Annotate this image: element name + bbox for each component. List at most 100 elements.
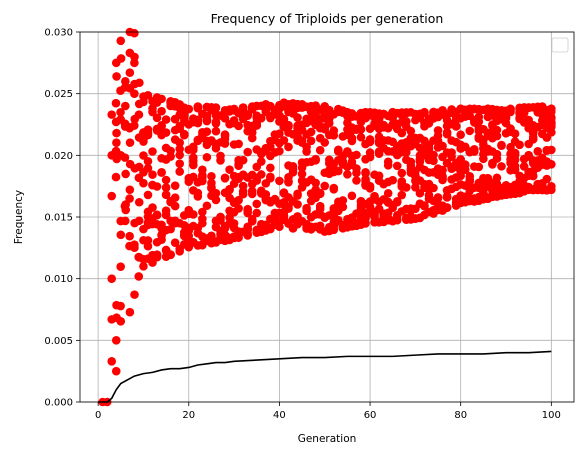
scatter-point: [189, 153, 198, 162]
scatter-point: [161, 128, 171, 137]
x-tick-label: 100: [542, 410, 561, 421]
scatter-point: [216, 212, 225, 222]
legend-box: [551, 37, 569, 53]
scatter-point: [528, 128, 538, 138]
scatter-point: [129, 121, 139, 130]
scatter-point: [347, 157, 357, 167]
scatter-point: [433, 193, 443, 203]
scatter-point: [170, 193, 180, 202]
y-tick-label: 0.005: [44, 336, 73, 347]
scatter-point: [402, 183, 411, 192]
scatter-point: [166, 250, 175, 260]
scatter-point: [497, 141, 506, 151]
scatter-point: [148, 203, 157, 212]
scatter-point: [130, 290, 139, 299]
x-tick-label: 60: [364, 410, 377, 421]
scatter-point: [284, 178, 293, 187]
scatter-point: [175, 144, 185, 154]
scatter-point: [243, 231, 252, 240]
scatter-point: [202, 127, 212, 136]
scatter-point: [542, 174, 552, 184]
y-tick-label: 0.030: [44, 28, 73, 39]
scatter-point: [166, 224, 175, 234]
scatter-point: [547, 181, 556, 191]
scatter-point: [474, 117, 484, 126]
scatter-point: [161, 183, 171, 192]
scatter-point: [361, 168, 370, 178]
scatter-point: [266, 173, 275, 183]
scatter-point: [238, 155, 248, 165]
scatter-point: [189, 145, 198, 155]
x-tick-label: 20: [182, 410, 195, 421]
scatter-point: [424, 144, 434, 153]
chart-title: Frequency of Triploids per generation: [211, 11, 444, 26]
scatter-point: [293, 191, 302, 200]
scatter-point: [293, 200, 302, 209]
scatter-point: [438, 141, 447, 151]
scatter-point: [175, 247, 185, 256]
scatter-point: [506, 107, 515, 117]
scatter-point: [175, 150, 185, 160]
scatter-point: [234, 195, 243, 205]
scatter-point: [356, 132, 366, 142]
scatter-point: [116, 107, 125, 117]
scatter-point: [247, 216, 257, 226]
scatter-point: [152, 252, 162, 262]
scatter-point: [492, 154, 502, 163]
scatter-point: [311, 156, 320, 165]
scatter-point: [175, 167, 185, 176]
x-axis-ticks: 0 20 40 60 80 100: [95, 402, 561, 421]
scatter-point: [460, 160, 470, 169]
scatter-point: [284, 122, 293, 131]
scatter-point: [157, 121, 166, 131]
scatter-point: [424, 190, 434, 200]
scatter-point: [143, 90, 153, 100]
scatter-point: [528, 135, 538, 144]
scatter-point: [533, 147, 543, 156]
scatter-point: [302, 142, 311, 152]
scatter-point: [479, 154, 488, 164]
scatter-point: [179, 111, 189, 120]
scatter-point: [166, 146, 175, 156]
scatter-point: [120, 153, 130, 162]
scatter-point: [112, 138, 121, 147]
scatter-point: [238, 103, 248, 112]
scatter-point: [275, 222, 284, 232]
scatter-point: [447, 152, 456, 162]
scatter-point: [297, 136, 307, 145]
scatter-point: [211, 188, 221, 198]
scatter-point: [130, 52, 139, 62]
scatter-point: [420, 201, 429, 211]
scatter-point: [347, 191, 357, 201]
scatter-point: [198, 172, 207, 182]
scatter-point: [256, 170, 266, 179]
scatter-point: [152, 113, 162, 123]
scatter-point: [284, 142, 293, 152]
scatter-point: [311, 178, 320, 188]
scatter-point: [451, 121, 461, 131]
scatter-point: [152, 182, 162, 191]
scatter-point: [397, 128, 407, 138]
scatter-point: [288, 165, 298, 174]
scatter-point: [547, 104, 556, 113]
scatter-point: [202, 152, 212, 162]
x-axis-label: Generation: [298, 433, 357, 445]
scatter-point: [275, 129, 284, 139]
scatter-point: [415, 157, 425, 166]
scatter-point: [492, 173, 502, 183]
scatter-point: [306, 127, 316, 137]
scatter-point: [125, 194, 134, 203]
y-tick-label: 0.010: [44, 274, 73, 285]
scatter-point: [116, 317, 126, 326]
scatter-point: [225, 165, 234, 174]
scatter-point: [402, 148, 411, 157]
scatter-point: [216, 156, 225, 165]
scatter-point: [402, 117, 411, 126]
scatter-point: [293, 113, 302, 122]
scatter-point: [406, 126, 416, 136]
scatter-point: [438, 165, 447, 175]
scatter-point: [116, 54, 126, 63]
scatter-point: [515, 140, 524, 150]
y-axis-label: Frequency: [13, 190, 25, 244]
